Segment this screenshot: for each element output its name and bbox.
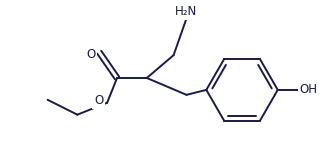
Text: H₂N: H₂N (175, 5, 198, 18)
Text: OH: OH (299, 83, 317, 96)
Text: O: O (94, 94, 103, 107)
Text: O: O (86, 48, 95, 61)
